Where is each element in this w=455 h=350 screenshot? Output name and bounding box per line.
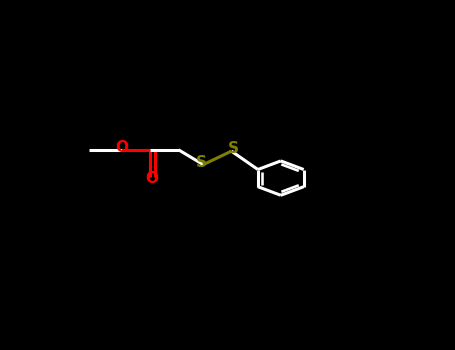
Text: O: O [116,140,129,155]
Text: O: O [146,172,159,187]
Text: S: S [196,155,207,170]
Text: S: S [228,141,239,156]
